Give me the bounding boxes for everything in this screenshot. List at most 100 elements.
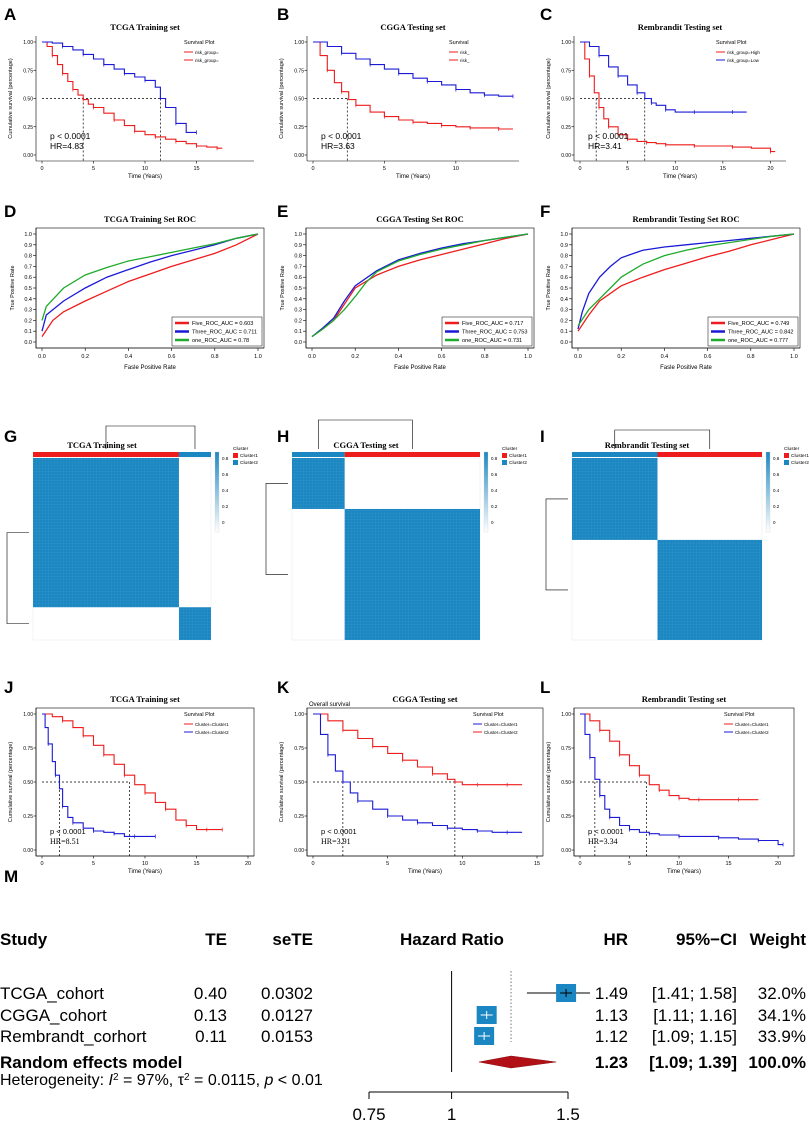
legend-label: risk_group= bbox=[195, 50, 219, 55]
y-axis-label: Cumulative survival (percentage) bbox=[279, 58, 285, 139]
row-dendrogram bbox=[545, 498, 568, 591]
col-dendrogram bbox=[105, 425, 196, 449]
y-tick-label: 0.2 bbox=[560, 318, 568, 324]
row-ci: [1.11; 1.16] bbox=[653, 1006, 737, 1025]
legend-label: Cluster=Cluster2 bbox=[735, 730, 769, 735]
header-te: TE bbox=[205, 930, 227, 949]
y-tick-label: 1.00 bbox=[294, 712, 304, 718]
legend-label: Cluster2 bbox=[240, 460, 258, 466]
legend-label: Three_ROC_AUC = 0.842 bbox=[728, 330, 793, 336]
hazard-ratio: HR=4.83 bbox=[50, 141, 84, 151]
row-study: CGGA_cohort bbox=[0, 1006, 107, 1025]
heterogeneity-part: 2 bbox=[113, 1072, 119, 1083]
x-tick-label: 10 bbox=[676, 861, 682, 867]
legend-label: one_ROC_AUC = 0.78 bbox=[192, 338, 249, 344]
x-axis-label: Time (Years) bbox=[667, 869, 701, 875]
chart-K: CGGA Testing set 0 5 10 15 0.00 0.25 0.50 0.75 1.… bbox=[279, 694, 544, 875]
x-tick-label: 0.0 bbox=[308, 354, 316, 360]
x-tick-label: 0.6 bbox=[168, 354, 176, 360]
chart-G: TCGA Training set0.80.60.40.20ClusterClu… bbox=[6, 425, 258, 641]
x-tick-label: 0.0 bbox=[38, 354, 46, 360]
series-line-0 bbox=[580, 713, 759, 801]
legend-label: Cluster=Cluster1 bbox=[735, 722, 769, 727]
y-tick-label: 0.25 bbox=[23, 814, 33, 820]
series-line-2 bbox=[311, 233, 529, 338]
y-tick-label: 1.00 bbox=[561, 712, 571, 718]
y-tick-label: 0.9 bbox=[294, 243, 302, 249]
forest-x-tick-label: 0.75 bbox=[352, 1105, 385, 1124]
series-line-2 bbox=[577, 233, 795, 327]
x-tick-label: 1.0 bbox=[524, 354, 532, 360]
heatmap-texture bbox=[33, 458, 211, 640]
header-hazard-ratio: Hazard Ratio bbox=[400, 930, 504, 949]
row-study: Rembrandt_corhort bbox=[0, 1027, 147, 1046]
x-tick-label: 0 bbox=[40, 166, 43, 172]
series-line-0 bbox=[577, 233, 795, 332]
legend-label: Cluster1 bbox=[791, 453, 809, 459]
legend-label: Cluster=Cluster1 bbox=[484, 722, 518, 727]
panel-letter-G: G bbox=[4, 427, 17, 446]
y-tick-label: 0.75 bbox=[294, 746, 304, 752]
x-axis-label: Time (Years) bbox=[128, 869, 162, 875]
p-value: p < 0.0001 bbox=[50, 827, 86, 836]
x-tick-label: 15 bbox=[193, 166, 199, 172]
row-sete: 0.0302 bbox=[261, 984, 313, 1003]
col-dendrogram bbox=[318, 419, 413, 449]
summary-label: Random effects model bbox=[0, 1053, 182, 1072]
y-tick-label: 0.4 bbox=[24, 297, 32, 303]
legend-label: one_ROC_AUC = 0.731 bbox=[462, 338, 522, 344]
y-tick-label: 0.5 bbox=[560, 286, 568, 292]
x-tick-label: 0.4 bbox=[661, 354, 669, 360]
heatmap-texture bbox=[572, 458, 762, 640]
annotation-bar-2 bbox=[344, 452, 480, 457]
y-axis-label: True Positive Rate bbox=[546, 265, 552, 310]
y-tick-label: 0.25 bbox=[561, 814, 571, 820]
chart-I: Rembrandit Testing set 0.8 0.6 0.4 0.2 0 Clust… bbox=[545, 429, 809, 641]
heterogeneity-part: I bbox=[109, 1072, 114, 1089]
chart-title: TCGA Training set bbox=[67, 440, 137, 450]
scale-label: 0.4 bbox=[773, 488, 780, 493]
legend-swatch bbox=[233, 453, 238, 458]
y-tick-label: 0.50 bbox=[23, 97, 33, 103]
y-tick-label: 0.8 bbox=[294, 254, 302, 260]
p-value: p < 0.0001 bbox=[588, 827, 624, 836]
series-line-1 bbox=[42, 41, 197, 133]
legend-label: Cluster1 bbox=[240, 453, 258, 459]
y-tick-label: 0.3 bbox=[294, 308, 302, 314]
y-tick-label: 0.1 bbox=[24, 329, 32, 335]
row-weight: 34.1% bbox=[758, 1006, 806, 1025]
x-axis-label: Time (Years) bbox=[396, 174, 430, 180]
scale-label: 0 bbox=[222, 520, 225, 525]
y-tick-label: 1.0 bbox=[294, 232, 302, 238]
scale-label: 0.6 bbox=[773, 472, 780, 477]
hazard-ratio: HR=3.91 bbox=[321, 837, 351, 846]
x-tick-label: 15 bbox=[534, 861, 540, 867]
row-te: 0.11 bbox=[195, 1027, 227, 1046]
row-sete: 0.0153 bbox=[261, 1027, 313, 1046]
row-ci: [1.41; 1.58] bbox=[652, 984, 737, 1003]
legend-label: Three_ROC_AUC = 0.711 bbox=[192, 330, 257, 336]
row-hr: 1.13 bbox=[595, 1006, 628, 1025]
y-tick-label: 0.1 bbox=[560, 329, 568, 335]
legend-label: Cluster=Cluster2 bbox=[484, 730, 518, 735]
heterogeneity-part: p bbox=[263, 1072, 273, 1089]
legend-title: Cluster bbox=[784, 446, 800, 452]
y-tick-label: 0.00 bbox=[294, 153, 304, 159]
panel-letter-M: M bbox=[4, 867, 18, 886]
chart-C: Rembrandit Testing set 0 5 10 15 20 0.00 0.25 0.… bbox=[546, 22, 786, 180]
scale-label: 0.4 bbox=[491, 488, 498, 493]
legend-label: Cluster=Cluster2 bbox=[195, 730, 229, 735]
x-tick-label: 0.2 bbox=[81, 354, 89, 360]
legend-title: Survival Plot bbox=[184, 712, 215, 718]
summary-hr: 1.23 bbox=[595, 1053, 628, 1072]
y-tick-label: 0.3 bbox=[24, 308, 32, 314]
chart-L: Rembrandit Testing set 0 5 10 15 20 0.00 0.25 0.… bbox=[546, 694, 795, 875]
legend-title: Cluster bbox=[502, 446, 518, 452]
legend-label: Cluster2 bbox=[509, 460, 527, 466]
row-te: 0.40 bbox=[194, 984, 227, 1003]
series-line-1 bbox=[41, 233, 259, 332]
x-axis-label: Fasle Positive Rate bbox=[124, 365, 176, 371]
y-tick-label: 0.50 bbox=[561, 780, 571, 786]
legend-swatch bbox=[784, 460, 789, 465]
